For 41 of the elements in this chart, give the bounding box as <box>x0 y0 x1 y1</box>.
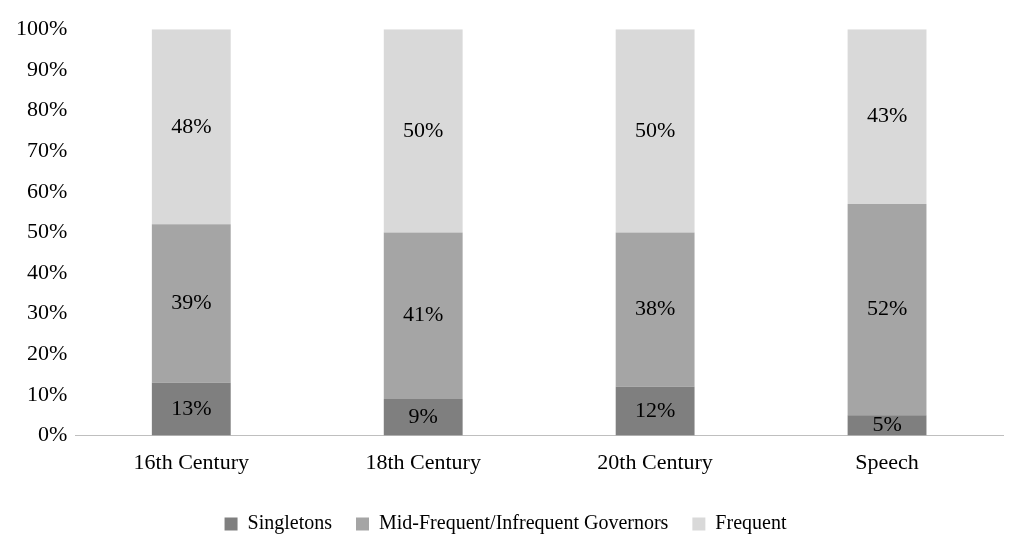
data-label: 13% <box>171 394 212 420</box>
bar <box>847 29 927 204</box>
bar <box>151 224 231 383</box>
x-tick-label: 16th Century <box>133 448 250 474</box>
y-tick-label: 90% <box>27 55 68 81</box>
legend-label: Frequent <box>715 511 787 535</box>
data-label: 50% <box>403 116 444 142</box>
y-tick-label: 50% <box>27 218 68 244</box>
bar <box>615 232 695 387</box>
data-label: 5% <box>872 411 902 437</box>
data-label: 9% <box>408 403 438 429</box>
y-tick-label: 80% <box>27 96 68 122</box>
data-label: 48% <box>171 112 212 138</box>
y-tick-label: 100% <box>16 14 68 40</box>
bar <box>151 382 231 436</box>
legend-label: Singletons <box>247 511 333 535</box>
bar <box>615 29 695 233</box>
legend-label: Mid-Frequent/Infrequent Governors <box>379 511 669 535</box>
data-label: 12% <box>634 397 676 422</box>
y-tick-label: 10% <box>27 380 68 406</box>
data-label: 50% <box>634 116 676 142</box>
bar <box>383 232 463 400</box>
x-tick-label: 20th Century <box>597 448 713 474</box>
data-label: 38% <box>634 295 676 321</box>
y-tick-label: 70% <box>27 136 68 162</box>
bar <box>615 386 695 436</box>
y-tick-label: 60% <box>27 177 68 203</box>
data-label: 43% <box>866 102 908 128</box>
bar <box>383 399 463 436</box>
data-label: 39% <box>171 289 212 315</box>
y-tick-label: 30% <box>27 299 68 325</box>
bar <box>151 29 231 225</box>
y-tick-label: 20% <box>27 340 68 366</box>
y-tick-label: 0% <box>38 421 68 447</box>
bar <box>847 203 927 416</box>
x-tick-label: 18th Century <box>365 448 481 474</box>
data-label: 41% <box>403 301 444 327</box>
bar <box>383 29 463 233</box>
x-tick-label: Speech <box>855 448 919 474</box>
data-label: 52% <box>866 295 908 321</box>
y-tick-label: 40% <box>27 258 68 284</box>
